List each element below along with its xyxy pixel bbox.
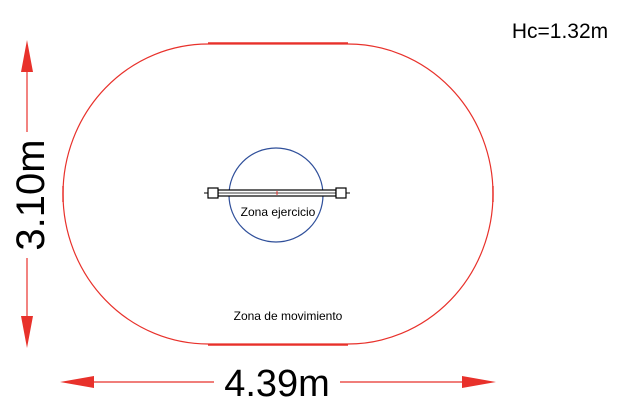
height-label: Hc=1.32m bbox=[512, 20, 608, 43]
exercise-zone-label: Zona ejercicio bbox=[241, 205, 316, 219]
vertical-dimension-arrow bbox=[21, 40, 33, 348]
equipment-bar bbox=[204, 187, 350, 199]
movement-zone-label: Zona de movimiento bbox=[234, 309, 343, 323]
horizontal-dimension-label: 4.39m bbox=[224, 363, 330, 398]
movement-zone-outline bbox=[62, 43, 494, 345]
horizontal-dimension-arrow bbox=[60, 376, 496, 388]
vertical-dimension-label: 3.10m bbox=[9, 139, 53, 250]
